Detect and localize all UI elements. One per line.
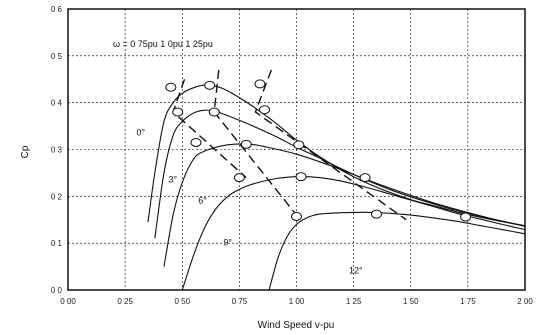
x-tick-labels: 0 00 0 25 0 50 0 75 1 00 1 25 1 50 1 75 2 00 xyxy=(60,297,533,306)
x-tick-label: 0 25 xyxy=(117,297,133,306)
series-label: 9° xyxy=(223,238,232,248)
omega-annotation: ω = 0 75pu 1 0pu 1 25pu xyxy=(113,39,213,49)
omega-line-0 xyxy=(172,79,247,179)
x-tick-label: 2 00 xyxy=(517,297,533,306)
y-tick-labels: 0 0 0 1 0 2 0 3 0 4 0 5 0 6 xyxy=(51,5,63,295)
data-point-marker xyxy=(208,107,220,117)
series-line-2 xyxy=(163,143,526,267)
y-tick-label: 0 6 xyxy=(51,5,63,14)
pitch-curves xyxy=(147,84,526,291)
y-tick-label: 0 2 xyxy=(51,192,63,201)
data-point-marker xyxy=(165,82,177,92)
y-tick-label: 0 3 xyxy=(51,146,63,155)
y-tick-label: 0 5 xyxy=(51,52,63,61)
data-point-marker xyxy=(233,173,245,183)
x-tick-label: 0 00 xyxy=(60,297,76,306)
data-point-marker xyxy=(291,211,302,221)
data-point-marker xyxy=(370,209,382,219)
x-axis-title: Wind Speed v-pu xyxy=(258,320,335,331)
pitch-angle-labels: 0° 3° 6° 9° 12° xyxy=(137,127,364,275)
plot-frame xyxy=(67,8,526,291)
series-label: 6° xyxy=(198,195,207,205)
x-tick-label: 1 00 xyxy=(289,297,305,306)
omega-line-2 xyxy=(254,69,407,221)
series-label: 12° xyxy=(349,266,363,276)
y-tick-label: 0 0 xyxy=(51,286,63,295)
series-line-3 xyxy=(181,176,526,291)
omega-dashed-lines xyxy=(172,69,407,221)
x-tick-label: 1 50 xyxy=(403,297,419,306)
data-point-marker xyxy=(254,79,266,89)
grid xyxy=(68,9,525,290)
series-label: 0° xyxy=(137,127,146,137)
y-tick-label: 0 4 xyxy=(51,99,63,108)
data-point-marker xyxy=(293,140,305,150)
series-label: 3° xyxy=(169,174,178,184)
x-tick-label: 0 75 xyxy=(232,297,248,306)
series-line-4 xyxy=(268,211,526,291)
x-tick-label: 1 75 xyxy=(460,297,476,306)
data-point-marker xyxy=(259,105,271,115)
omega-line-1 xyxy=(213,69,298,216)
data-point-marker xyxy=(190,137,202,147)
data-point-marker xyxy=(240,139,252,149)
x-tick-label: 0 50 xyxy=(174,297,190,306)
data-point-marker xyxy=(460,212,472,222)
y-tick-label: 0 1 xyxy=(51,239,63,248)
data-point-marker xyxy=(359,173,371,183)
data-point-marker xyxy=(172,107,184,117)
data-point-marker xyxy=(295,172,307,182)
operating-point-markers xyxy=(165,79,472,222)
x-tick-label: 1 25 xyxy=(346,297,362,306)
data-point-marker xyxy=(204,80,216,90)
y-axis-title: Cp xyxy=(20,145,31,158)
